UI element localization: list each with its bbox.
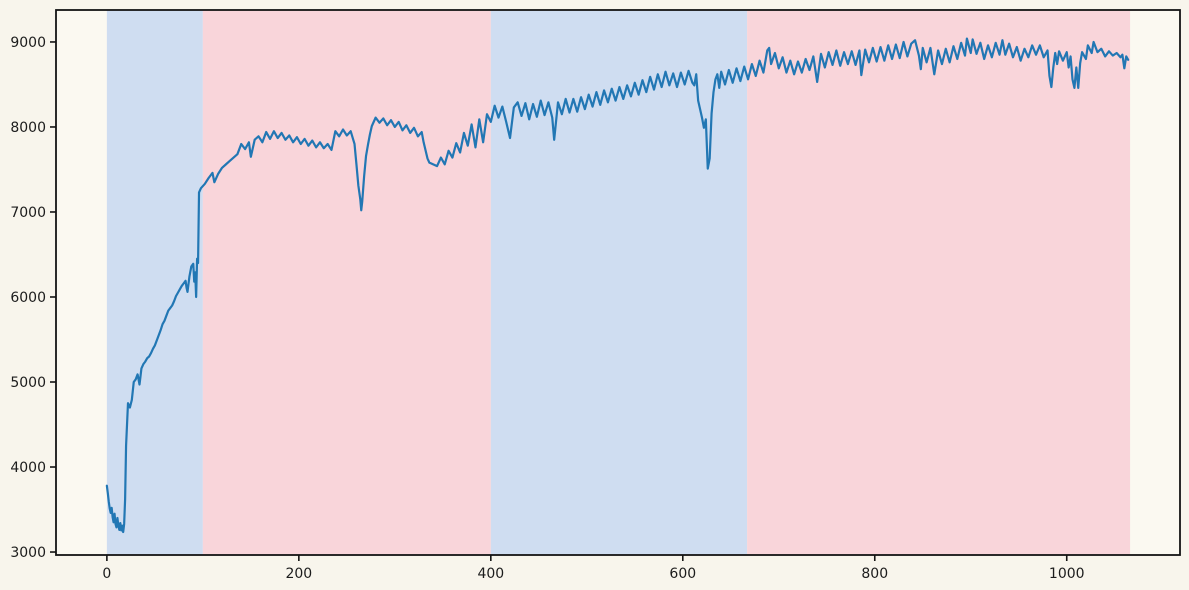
- x-tick-label: 0: [102, 566, 111, 582]
- series-line-score: [105, 37, 1130, 534]
- y-tick-label: 7000: [10, 205, 46, 221]
- x-tick-label: 800: [861, 566, 888, 582]
- y-tick-label: 6000: [10, 290, 46, 306]
- axes-spines: [55, 9, 1181, 556]
- blue-band-2: [490, 10, 748, 555]
- x-tick-label: 400: [477, 566, 504, 582]
- x-tick-label: 1000: [1049, 566, 1085, 582]
- y-tick-label: 9000: [10, 35, 46, 51]
- y-tick-label: 8000: [10, 120, 46, 136]
- x-tick-label: 600: [669, 566, 696, 582]
- y-tick-label: 3000: [10, 545, 46, 561]
- y-tick-label: 5000: [10, 375, 46, 391]
- pink-band-2: [747, 10, 1131, 555]
- y-tick-label: 4000: [10, 460, 46, 476]
- pink-band-1: [202, 10, 491, 555]
- x-tick-label: 200: [285, 566, 312, 582]
